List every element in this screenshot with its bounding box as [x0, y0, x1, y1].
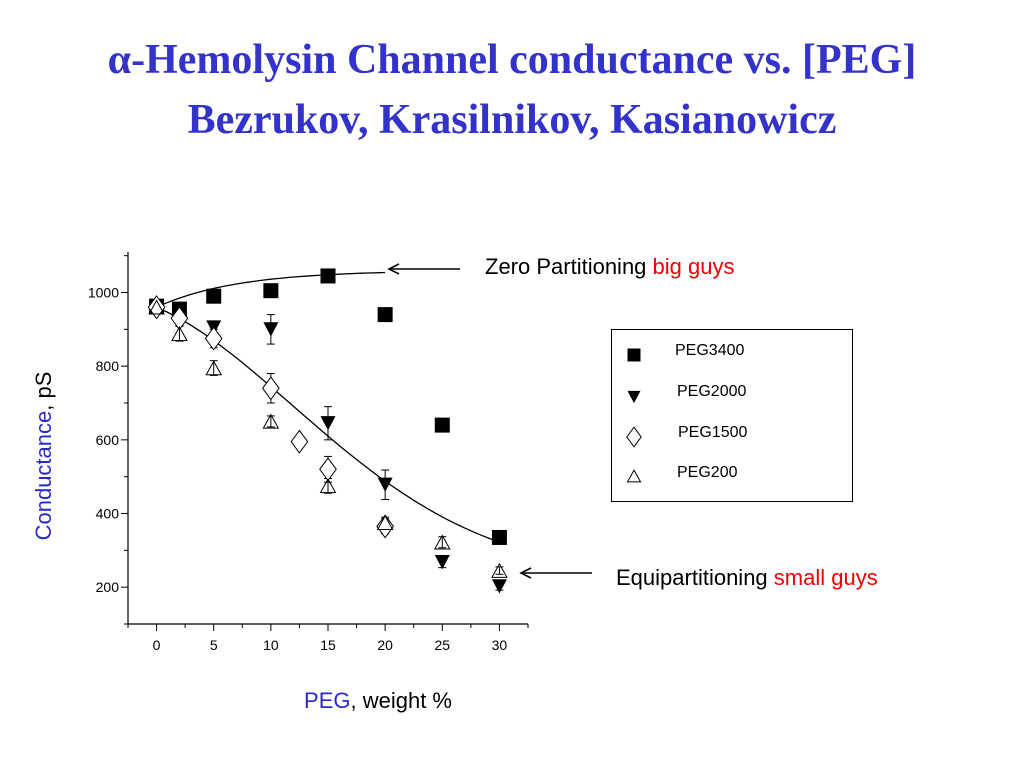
annotation-top-black: Zero Partitioning: [485, 254, 653, 279]
legend-label-peg2000: PEG2000: [677, 383, 747, 400]
error-bars: [152, 273, 504, 591]
x-tick-label: 20: [377, 637, 393, 653]
annotation-arrows: [387, 263, 592, 579]
legend-label-peg1500: PEG1500: [678, 424, 748, 441]
legend-marker-peg2000: [627, 390, 641, 404]
legend-markers: [626, 348, 642, 483]
point-peg2000: [377, 477, 393, 492]
point-peg200: [433, 534, 451, 550]
legend-marker-peg1500: [626, 426, 642, 448]
point-peg200: [171, 325, 188, 342]
annotation-equipartitioning: Equipartitioning small guys: [616, 565, 878, 591]
annotation-top-red: big guys: [652, 254, 735, 279]
y-tick-label: 1000: [88, 285, 119, 301]
y-tick-label: 200: [96, 579, 120, 595]
y-tick-label: 800: [96, 358, 120, 374]
point-peg3400: [206, 288, 222, 304]
point-peg200: [262, 413, 280, 429]
title-line-1: α-Hemolysin Channel conductance vs. [PEG…: [0, 36, 1024, 84]
x-tick-label: 5: [210, 637, 218, 653]
annotation-bottom-black: Equipartitioning: [616, 565, 774, 590]
legend: PEG3400 PEG2000 PEG1500 PEG200: [611, 329, 853, 502]
y-tick-label: 400: [96, 506, 120, 522]
point-peg200: [491, 562, 508, 578]
arrow-zero-partitioning-head: [387, 263, 400, 275]
point-peg200: [205, 360, 223, 376]
y-tick-label: 600: [96, 432, 120, 448]
x-tick-label: 0: [153, 637, 161, 653]
point-peg1500: [170, 306, 189, 331]
point-peg2000: [263, 322, 279, 337]
legend-label-peg200: PEG200: [677, 464, 738, 481]
legend-label-peg3400: PEG3400: [675, 342, 745, 359]
x-axis-label-accent: PEG: [304, 688, 351, 713]
point-peg1500: [204, 326, 223, 351]
y-axis-label-accent: Conductance: [31, 410, 56, 541]
point-peg200: [376, 514, 394, 530]
x-tick-label: 15: [320, 637, 336, 653]
legend-marker-peg3400: [627, 348, 641, 362]
annotation-zero-partitioning: Zero Partitioning big guys: [485, 254, 734, 280]
point-peg1500: [290, 429, 309, 454]
point-peg3400: [263, 283, 279, 299]
point-peg2000: [491, 579, 507, 594]
point-peg3400: [377, 307, 393, 323]
y-axis-label-rest: , pS: [31, 371, 56, 411]
point-peg3400: [491, 529, 507, 545]
x-tick-label: 30: [492, 637, 508, 653]
point-peg2000: [434, 554, 450, 570]
point-peg1500: [376, 514, 395, 539]
point-peg3400: [320, 268, 336, 284]
x-tick-label: 25: [434, 637, 450, 653]
title-text: -Hemolysin Channel conductance vs. [PEG]: [131, 37, 917, 83]
data-markers: [147, 268, 508, 594]
legend-marker-peg200: [626, 469, 642, 483]
y-axis-label: Conductance, pS: [31, 372, 57, 541]
point-peg200: [148, 299, 165, 315]
x-axis-label-rest: , weight %: [350, 688, 452, 713]
fit-curve-zero-partitioning: [156, 271, 386, 308]
point-peg1500: [261, 376, 280, 401]
arrow-equipartitioning-head: [519, 567, 532, 579]
x-axis-label: PEG, weight %: [304, 688, 452, 714]
annotation-bottom-red: small guys: [773, 565, 878, 590]
alpha-symbol: α: [107, 37, 132, 83]
point-peg3400: [434, 417, 450, 433]
x-tick-label: 10: [263, 637, 279, 653]
title-line-2: Bezrukov, Krasilnikov, Kasianowicz: [187, 97, 837, 143]
point-peg200: [319, 478, 337, 494]
point-peg1500: [319, 457, 337, 482]
point-peg1500: [147, 295, 166, 320]
point-peg2000: [320, 416, 336, 431]
chart-axes: 0 5 10 15 20 25 30 200 400 600 800 1000: [88, 252, 529, 653]
